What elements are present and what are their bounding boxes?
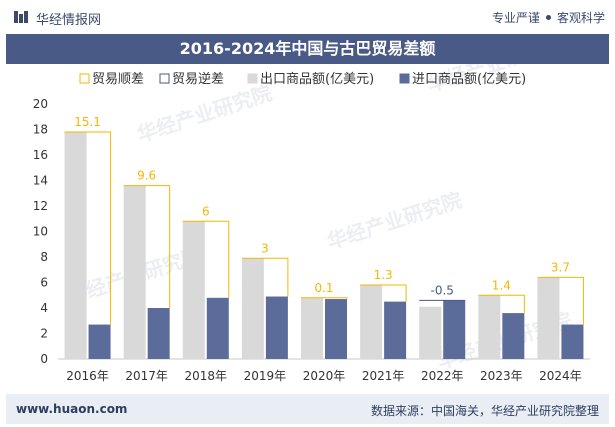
- top-bar: 华经情报网 专业严谨 客观科学: [0, 0, 615, 34]
- import-bar: [384, 301, 407, 359]
- legend-label: 贸易逆差: [172, 71, 224, 87]
- y-tick-label: 16: [33, 148, 48, 162]
- import-bar: [206, 297, 229, 359]
- footer-source: 数据来源：中国海关，华经产业研究院整理: [370, 404, 599, 418]
- import-bar: [147, 308, 170, 359]
- y-tick-label: 12: [33, 199, 48, 213]
- x-tick-label: 2020年: [303, 369, 346, 383]
- chart: 华经产业研究院华经产业研究院华经产业研究院华经产业研究院华经产业研究院贸易顺差贸…: [33, 64, 590, 383]
- import-bar: [443, 300, 466, 359]
- legend-label: 贸易顺差: [92, 72, 144, 87]
- y-tick-label: 18: [33, 123, 48, 137]
- balance-label: 3: [261, 241, 269, 255]
- y-tick-label: 20: [33, 97, 48, 111]
- y-tick-label: 10: [33, 225, 48, 239]
- export-bar: [241, 258, 264, 359]
- legend-label: 进口商品额(亿美元): [412, 72, 526, 87]
- y-tick-label: 4: [40, 301, 48, 315]
- chart-title: 2016-2024年中国与古巴贸易差额: [179, 39, 436, 58]
- y-tick-label: 2: [40, 327, 48, 341]
- legend-label: 出口商品额(亿美元): [260, 72, 374, 87]
- import-bar: [265, 296, 288, 359]
- balance-label: 1.4: [492, 278, 511, 292]
- y-tick-label: 8: [40, 250, 48, 264]
- import-bar: [502, 313, 525, 359]
- surplus-bracket: [360, 284, 407, 302]
- legend-swatch: [399, 73, 410, 84]
- brand-name: 华经情报网: [36, 13, 102, 28]
- y-tick-label: 14: [33, 174, 48, 188]
- balance-label: 9.6: [137, 169, 156, 183]
- surplus-bracket: [241, 257, 289, 297]
- x-tick-label: 2021年: [362, 369, 405, 383]
- export-bar: [301, 297, 323, 359]
- x-tick-label: 2016年: [66, 369, 109, 383]
- surplus-bracket: [301, 297, 348, 300]
- balance-label: 15.1: [74, 115, 101, 129]
- balance-label: 6: [202, 204, 210, 218]
- export-bar: [419, 306, 442, 359]
- slogan-2: 客观科学: [556, 11, 605, 25]
- legend-swatch: [79, 73, 90, 84]
- surplus-bracket: [123, 185, 171, 308]
- surplus-bracket: [182, 220, 230, 298]
- export-bar: [478, 295, 501, 359]
- footer: www.huaon.com 数据来源：中国海关，华经产业研究院整理: [6, 394, 609, 424]
- export-bar: [182, 221, 205, 359]
- balance-label: 3.7: [551, 260, 570, 274]
- surplus-bracket: [64, 131, 112, 325]
- balance-label: 0.1: [314, 281, 333, 295]
- dot-icon: [545, 15, 551, 20]
- x-tick-label: 2018年: [185, 369, 228, 383]
- x-tick-label: 2022年: [421, 369, 464, 383]
- title-bar: 2016-2024年中国与古巴贸易差额: [6, 34, 609, 64]
- x-tick-label: 2023年: [480, 369, 523, 383]
- legend-swatch: [247, 73, 258, 84]
- export-bar: [537, 277, 560, 359]
- balance-label: -0.5: [431, 283, 454, 297]
- watermark-text: 华经产业研究院: [134, 81, 275, 147]
- balance-label: 1.3: [374, 268, 393, 282]
- export-bar: [123, 185, 146, 359]
- import-bar: [561, 324, 584, 359]
- x-tick-label: 2024年: [539, 369, 582, 383]
- surplus-bracket: [478, 294, 525, 314]
- footer-url[interactable]: www.huaon.com: [16, 402, 128, 416]
- slogan: 专业严谨 客观科学: [492, 9, 605, 26]
- export-bar: [360, 285, 383, 359]
- surplus-bracket: [537, 276, 584, 325]
- import-bar: [88, 324, 111, 359]
- y-tick-label: 0: [40, 352, 48, 366]
- import-bar: [325, 299, 347, 359]
- y-tick-label: 6: [40, 276, 48, 290]
- x-tick-label: 2017年: [125, 369, 168, 383]
- logo-icon: [14, 11, 28, 23]
- x-tick-label: 2019年: [244, 369, 287, 383]
- slogan-1: 专业严谨: [491, 11, 540, 25]
- watermark-text: 华经产业研究院: [324, 188, 465, 254]
- export-bar: [64, 132, 87, 359]
- legend-swatch: [159, 73, 170, 84]
